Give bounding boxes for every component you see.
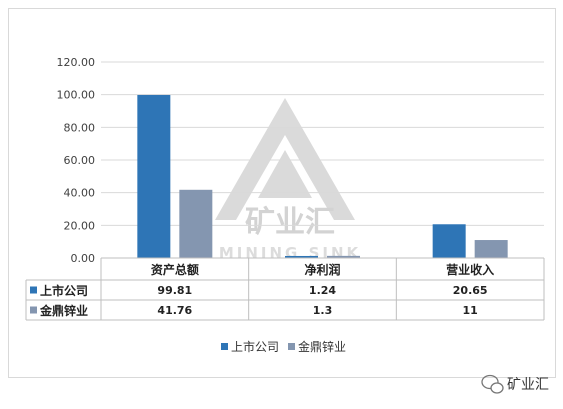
watermark: 矿业汇 MINING SINK: [215, 98, 361, 262]
y-axis-ticks: 0.00 20.00 40.00 60.00 80.00 100.00 120.00: [57, 56, 96, 265]
legend-swatch-series-2: [288, 343, 295, 350]
table-series-swatch: [30, 306, 37, 314]
y-tick-label: 80.00: [64, 121, 96, 134]
y-tick-label: 40.00: [64, 187, 96, 200]
legend-label-series-2: 金鼎锌业: [298, 339, 346, 354]
y-tick-label: 60.00: [64, 154, 96, 167]
wechat-icon: [481, 374, 504, 394]
data-label: 41.76: [157, 304, 192, 317]
table-series-swatch: [30, 286, 37, 294]
table-series-name: 上市公司: [40, 283, 88, 298]
watermark-logo-icon: [215, 98, 355, 220]
data-label: 20.65: [453, 284, 488, 297]
y-tick-label: 100.00: [57, 89, 96, 102]
bar-series-1-1: [137, 94, 171, 259]
bar-series-1-2: [285, 255, 318, 258]
bar-series-2-1: [179, 189, 213, 258]
brand-badge: 矿业汇: [481, 374, 549, 394]
category-label: 净利润: [304, 262, 340, 277]
y-tick-label: 20.00: [64, 219, 96, 232]
category-label: 资产总额: [151, 262, 199, 277]
brand-text: 矿业汇: [507, 377, 549, 393]
bar-series-2-2: [327, 255, 360, 258]
bar-series-1-3: [432, 224, 466, 258]
y-tick-label: 120.00: [57, 56, 96, 69]
watermark-text-cn: 矿业汇: [245, 205, 335, 240]
legend-swatch-series-1: [221, 343, 228, 350]
category-label: 营业收入: [446, 262, 494, 277]
legend: 上市公司 金鼎锌业: [221, 339, 346, 354]
data-label: 1.24: [309, 284, 336, 297]
watermark-text-en: MINING SINK: [219, 244, 361, 262]
data-label: 1.3: [313, 304, 333, 317]
bar-series-2-3: [474, 240, 508, 258]
bars: [137, 94, 508, 259]
table-series-name: 金鼎锌业: [39, 303, 88, 318]
y-tick-label: 0.00: [71, 252, 96, 265]
data-label: 99.81: [157, 284, 192, 297]
legend-label-series-1: 上市公司: [231, 339, 279, 354]
data-label: 11: [463, 304, 478, 317]
watermark-logo-inner-icon: [258, 150, 312, 198]
